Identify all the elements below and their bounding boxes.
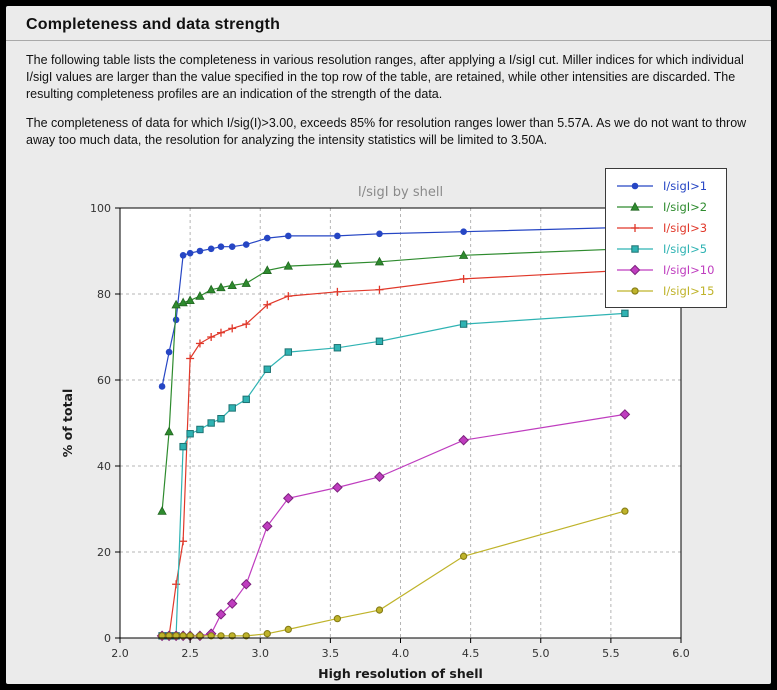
series-i-sigi-15 [158, 507, 629, 640]
title-divider [6, 40, 771, 41]
svg-text:4.0: 4.0 [392, 647, 410, 660]
legend-marker-plus-icon [617, 223, 653, 232]
legend-label: I/sigI>3 [663, 220, 708, 235]
svg-text:3.0: 3.0 [252, 647, 270, 660]
page-title: Completeness and data strength [26, 16, 281, 33]
legend-marker-diamond-icon [617, 264, 653, 275]
chart-legend: I/sigI>1 I/sigI>2 I/sigI>3 I/sigI>5 I/sigI>1… [605, 168, 728, 308]
intro-paragraph: The following table lists the completene… [26, 53, 744, 101]
legend-marker-circle-icon [617, 182, 653, 189]
completeness-figure: 2.0 2.5 3.0 3.5 4.0 4.5 5.0 5.5 6.0 0 20 40 60 80 100 I… [20, 166, 768, 684]
svg-text:I/sigI by shell: I/sigI by shell [358, 185, 443, 200]
legend-label: I/sigI>5 [663, 241, 708, 256]
legend-marker-circle-open-icon [617, 286, 653, 295]
legend-marker-triangle-icon [617, 201, 653, 211]
svg-text:5.5: 5.5 [602, 647, 620, 660]
svg-text:100: 100 [90, 202, 111, 215]
chart-canvas: 2.0 2.5 3.0 3.5 4.0 4.5 5.0 5.5 6.0 0 20 40 60 80 100 I… [60, 185, 690, 681]
svg-text:0: 0 [104, 632, 111, 645]
report-page: Completeness and data strength The follo… [6, 6, 771, 684]
svg-text:High resolution of shell: High resolution of shell [318, 666, 483, 681]
legend-entry-i-sigi-3: I/sigI>3 [616, 217, 714, 238]
legend-entry-i-sigi-15: I/sigI>15 [616, 280, 714, 301]
legend-label: I/sigI>1 [663, 178, 708, 193]
svg-text:2.0: 2.0 [111, 647, 129, 660]
svg-text:20: 20 [97, 546, 111, 559]
svg-text:5.0: 5.0 [532, 647, 550, 660]
series-i-sigi-1 [158, 224, 629, 390]
legend-label: I/sigI>2 [663, 199, 708, 214]
svg-text:2.5: 2.5 [181, 647, 199, 660]
legend-marker-square-icon [617, 244, 653, 253]
series-i-sigi-2 [157, 243, 630, 515]
svg-text:3.5: 3.5 [322, 647, 340, 660]
legend-entry-i-sigi-1: I/sigI>1 [616, 175, 714, 196]
legend-entry-i-sigi-10: I/sigI>10 [616, 259, 714, 280]
svg-text:80: 80 [97, 288, 111, 301]
svg-text:40: 40 [97, 460, 111, 473]
legend-entry-i-sigi-2: I/sigI>2 [616, 196, 714, 217]
svg-text:60: 60 [97, 374, 111, 387]
plot-area [120, 208, 681, 638]
svg-text:% of total: % of total [60, 389, 75, 458]
legend-entry-i-sigi-5: I/sigI>5 [616, 238, 714, 259]
summary-paragraph: The completeness of data for which I/sig… [26, 116, 747, 147]
legend-label: I/sigI>15 [663, 283, 715, 298]
svg-text:6.0: 6.0 [672, 647, 690, 660]
legend-label: I/sigI>10 [663, 262, 715, 277]
svg-text:4.5: 4.5 [462, 647, 480, 660]
series-i-sigi-5 [158, 309, 629, 640]
